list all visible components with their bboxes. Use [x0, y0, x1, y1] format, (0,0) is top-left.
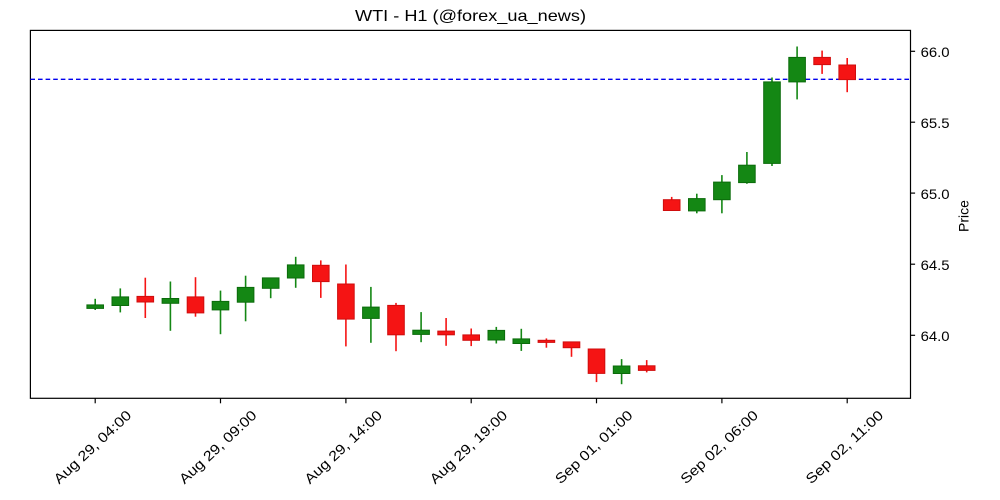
svg-text:66.0: 66.0 — [921, 44, 950, 60]
svg-text:Price: Price — [955, 200, 971, 232]
svg-text:WTI - H1 (@forex_ua_news): WTI - H1 (@forex_ua_news) — [355, 8, 586, 25]
svg-text:64.5: 64.5 — [921, 257, 950, 273]
svg-text:65.0: 65.0 — [921, 186, 950, 202]
svg-text:65.5: 65.5 — [921, 115, 950, 131]
svg-text:64.0: 64.0 — [921, 328, 950, 344]
